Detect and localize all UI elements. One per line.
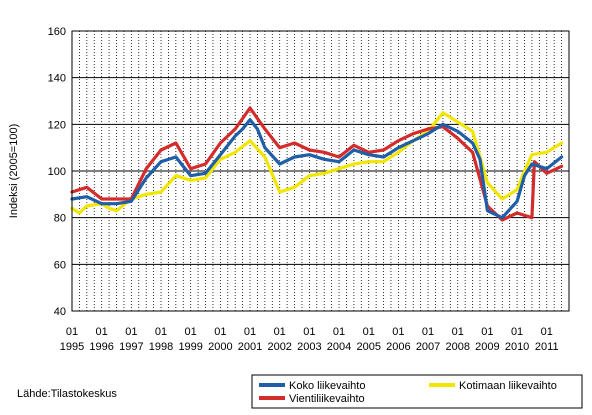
- x-tick-month-label: 01: [155, 326, 167, 338]
- x-tick-month-label: 01: [392, 326, 404, 338]
- x-tick-year-label: 1999: [178, 341, 202, 353]
- x-tick-year-label: 1996: [89, 341, 113, 353]
- y-tick-label: 120: [48, 119, 66, 131]
- x-tick-year-label: 2011: [535, 341, 559, 353]
- y-tick-label: 80: [54, 213, 66, 225]
- x-tick-month-label: 01: [244, 326, 256, 338]
- x-tick-year-label: 2008: [445, 341, 469, 353]
- x-tick-year-label: 2003: [297, 341, 321, 353]
- x-tick-month-label: 01: [481, 326, 493, 338]
- x-tick-month-label: 01: [452, 326, 464, 338]
- x-tick-month-label: 01: [185, 326, 197, 338]
- y-axis-title: Indeksi (2005=100): [8, 124, 20, 218]
- x-tick-year-label: 2000: [208, 341, 232, 353]
- source-label: Lähde:Tilastokeskus: [17, 388, 117, 400]
- x-tick-year-label: 1998: [149, 341, 173, 353]
- x-tick-month-label: 01: [541, 326, 553, 338]
- legend-label: Vientiliikevaihto: [289, 393, 365, 405]
- x-tick-month-label: 01: [303, 326, 315, 338]
- x-tick-year-label: 2006: [386, 341, 410, 353]
- x-tick-year-label: 2009: [475, 341, 499, 353]
- x-tick-month-label: 01: [333, 326, 345, 338]
- x-tick-month-label: 01: [422, 326, 434, 338]
- legend-label: Koko liikevaihto: [289, 380, 365, 392]
- legend-label: Kotimaan liikevaihto: [459, 380, 557, 392]
- y-tick-label: 140: [48, 73, 66, 85]
- series-line-vientiliikevaihto: [70, 106, 564, 222]
- x-tick-year-label: 2007: [416, 341, 440, 353]
- x-tick-year-label: 2004: [327, 341, 351, 353]
- legend: Koko liikevaihto Kotimaan liikevaihto Vien…: [259, 380, 557, 405]
- x-tick-month-label: 01: [214, 326, 226, 338]
- x-tick-month-label: 01: [125, 326, 137, 338]
- x-tick-month-label: 01: [511, 326, 523, 338]
- x-tick-year-label: 1997: [119, 341, 143, 353]
- y-tick-label: 60: [54, 259, 66, 271]
- x-tick-month-label: 01: [274, 326, 286, 338]
- x-tick-month-label: 01: [363, 326, 375, 338]
- y-tick-label: 40: [54, 306, 66, 318]
- series-line-koko-liikevaihto: [70, 118, 564, 220]
- x-tick-month-label: 01: [96, 326, 108, 338]
- legend-box: [251, 374, 583, 409]
- plot-area-frame: [71, 30, 570, 312]
- x-tick-year-label: 2005: [356, 341, 380, 353]
- x-tick-year-label: 2001: [238, 341, 262, 353]
- y-tick-label: 160: [48, 26, 66, 38]
- y-axis-tick-labels: 40 60 80 100 120 140 160: [48, 26, 66, 318]
- x-axis-tick-labels: 01 1995 01 1996 01 1997 01 1998 01 1999 01 2000 01 20…: [60, 326, 559, 353]
- x-tick-year-label: 2010: [505, 341, 529, 353]
- series-lines: [70, 106, 564, 222]
- x-tick-year-label: 2002: [267, 341, 291, 353]
- x-tick-month-label: 01: [66, 326, 78, 338]
- y-tick-label: 100: [48, 166, 66, 178]
- x-tick-year-label: 1995: [60, 341, 84, 353]
